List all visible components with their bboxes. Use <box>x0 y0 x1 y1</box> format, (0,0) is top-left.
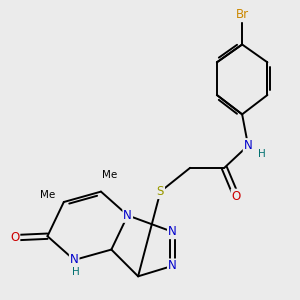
Text: S: S <box>157 185 164 198</box>
Text: Br: Br <box>236 8 249 21</box>
Text: N: N <box>168 260 177 272</box>
Text: N: N <box>70 254 79 266</box>
Text: H: H <box>72 267 80 277</box>
Text: N: N <box>168 225 177 238</box>
Text: N: N <box>244 139 253 152</box>
Text: O: O <box>10 231 20 244</box>
Text: N: N <box>123 209 132 222</box>
Text: H: H <box>258 149 265 160</box>
Text: Me: Me <box>40 190 55 200</box>
Text: O: O <box>232 190 241 202</box>
Text: Me: Me <box>102 170 118 180</box>
